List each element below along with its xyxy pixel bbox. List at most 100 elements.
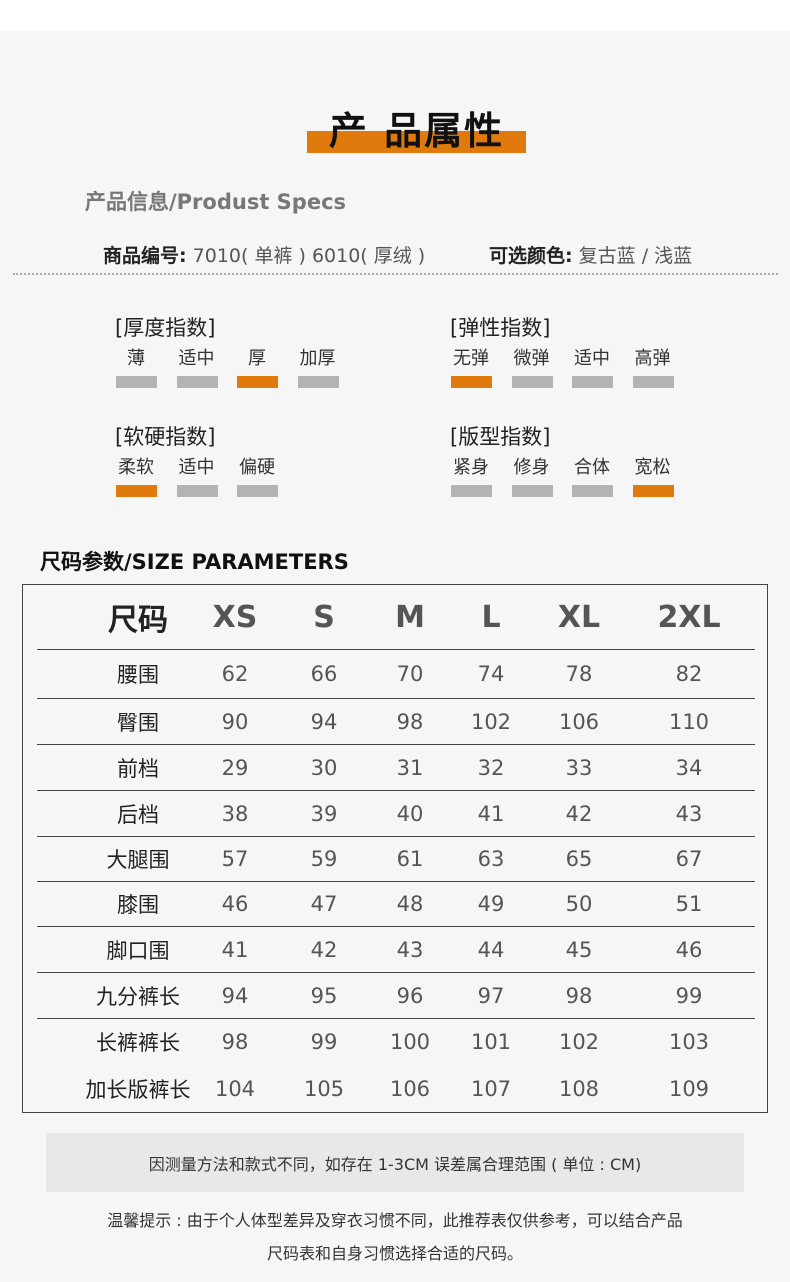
table-header-row: 尺码 XS S M L XL 2XL	[37, 585, 755, 650]
index-bar-selected	[116, 485, 157, 497]
table-cell: 103	[668, 1030, 710, 1054]
table-cell: 40	[396, 801, 424, 826]
table-cell: 108	[558, 1076, 600, 1101]
table-cell: 100	[389, 1030, 431, 1054]
row-label: 臀围	[117, 710, 159, 735]
table-cell: 48	[396, 892, 424, 916]
index-bar	[116, 376, 157, 388]
table-cell: 104	[214, 1076, 256, 1101]
table-row: 加长版裤长 104 105 106 107 108 109	[37, 1065, 755, 1112]
table-cell: 97	[477, 983, 505, 1008]
table-cell: 2XL	[657, 599, 721, 635]
table-cell: 31	[396, 755, 424, 780]
table-cell: 33	[565, 755, 593, 780]
table-cell: 63	[477, 847, 505, 871]
index-option: 偏硬	[239, 457, 275, 478]
index-label: [版型指数]	[450, 425, 551, 449]
table-cell: XL	[557, 599, 601, 635]
table-cell: 98	[565, 983, 593, 1008]
table-cell: 99	[310, 1030, 338, 1054]
row-label: 长裤裤长	[96, 1031, 180, 1055]
table-cell: 94	[310, 709, 338, 734]
table-cell: 95	[310, 983, 338, 1008]
tip-line-1: 温馨提示 : 由于个人体型差异及穿衣习惯不同，此推荐表仅供参考，可以结合产品	[107, 1211, 683, 1230]
index-bar-selected	[632, 485, 674, 497]
measurement-note: 因测量方法和款式不同，如存在 1-3CM 误差属合理范围 ( 单位 : CM)	[46, 1133, 744, 1192]
row-label: 九分裤长	[96, 984, 180, 1009]
dotted-divider	[13, 273, 778, 275]
table-cell: 45	[565, 937, 593, 962]
table-cell: 102	[470, 709, 512, 734]
index-option: 柔软	[118, 457, 154, 478]
table-row: 膝围 46 47 48 49 50 51	[37, 882, 755, 927]
table-cell: 74	[477, 662, 505, 686]
table-cell: 106	[389, 1076, 431, 1101]
table-cell: XS	[212, 599, 258, 635]
table-cell: 90	[221, 709, 249, 734]
index-option: 适中	[178, 457, 215, 478]
index-bar	[451, 485, 492, 497]
table-cell: 43	[675, 801, 703, 826]
size-table-title: 尺码参数/SIZE PARAMETERS	[40, 550, 349, 574]
table-cell: 96	[396, 983, 424, 1008]
item-number: 商品编号: 7010( 单裤 ) 6010( 厚绒 )	[103, 241, 425, 268]
index-bar	[632, 376, 674, 388]
table-cell: 98	[396, 709, 424, 734]
table-cell: 59	[310, 847, 338, 871]
section-subtitle: 产品信息/Produst Specs	[85, 190, 347, 214]
row-label: 后档	[117, 802, 159, 827]
table-cell: 43	[396, 937, 424, 962]
table-cell: 44	[477, 937, 505, 962]
index-option: 合体	[574, 457, 610, 478]
table-cell: 105	[303, 1076, 345, 1101]
table-cell: 42	[310, 937, 338, 962]
index-bar	[511, 376, 553, 388]
table-cell: 41	[221, 937, 249, 962]
table-row: 长裤裤长 98 99 100 101 102 103	[37, 1019, 755, 1065]
index-option: 薄	[127, 348, 145, 369]
table-cell: 65	[565, 847, 593, 871]
table-cell: 49	[477, 892, 505, 916]
index-option: 修身	[513, 457, 550, 478]
index-option: 加厚	[299, 348, 336, 369]
table-row: 脚口围 41 42 43 44 45 46	[37, 927, 755, 973]
item-number-label: 商品编号:	[103, 245, 187, 267]
table-cell: 106	[558, 709, 600, 734]
index-label: [厚度指数]	[115, 316, 216, 340]
index-bar-selected	[451, 376, 492, 388]
table-cell: 41	[477, 801, 505, 826]
table-cell: 94	[221, 983, 249, 1008]
table-row: 大腿围 57 59 61 63 65 67	[37, 837, 755, 882]
row-label: 大腿围	[106, 848, 170, 872]
index-option: 厚	[248, 348, 266, 369]
table-cell: 99	[675, 983, 703, 1008]
index-option: 适中	[178, 348, 215, 369]
table-cell: 62	[221, 662, 249, 686]
table-cell: 107	[470, 1076, 512, 1101]
table-cell: 101	[470, 1030, 512, 1054]
table-cell: 61	[396, 847, 424, 871]
index-option: 无弹	[453, 348, 489, 369]
table-cell: 47	[310, 892, 338, 916]
row-label: 膝围	[117, 893, 159, 917]
colors: 可选颜色: 复古蓝 / 浅蓝	[489, 241, 692, 268]
table-row: 腰围 62 66 70 74 78 82	[37, 650, 755, 699]
index-option: 微弹	[513, 348, 550, 369]
index-option: 高弹	[634, 348, 671, 369]
index-option: 宽松	[634, 457, 671, 478]
index-bar	[237, 485, 278, 497]
table-row: 后档 38 39 40 41 42 43	[37, 791, 755, 837]
row-label: 腰围	[117, 663, 159, 687]
table-cell: 46	[675, 937, 703, 962]
colors-value: 复古蓝 / 浅蓝	[578, 245, 693, 267]
table-row: 臀围 90 94 98 102 106 110	[37, 699, 755, 745]
table-cell: 42	[565, 801, 593, 826]
table-cell: L	[481, 599, 501, 635]
table-cell: S	[313, 599, 335, 635]
table-cell: 29	[221, 755, 249, 780]
table-cell: 30	[310, 755, 338, 780]
item-number-value: 7010( 单裤 ) 6010( 厚绒 )	[192, 245, 426, 267]
colors-label: 可选颜色:	[489, 245, 573, 267]
table-cell: 50	[565, 892, 593, 916]
index-label: [弹性指数]	[450, 316, 551, 340]
